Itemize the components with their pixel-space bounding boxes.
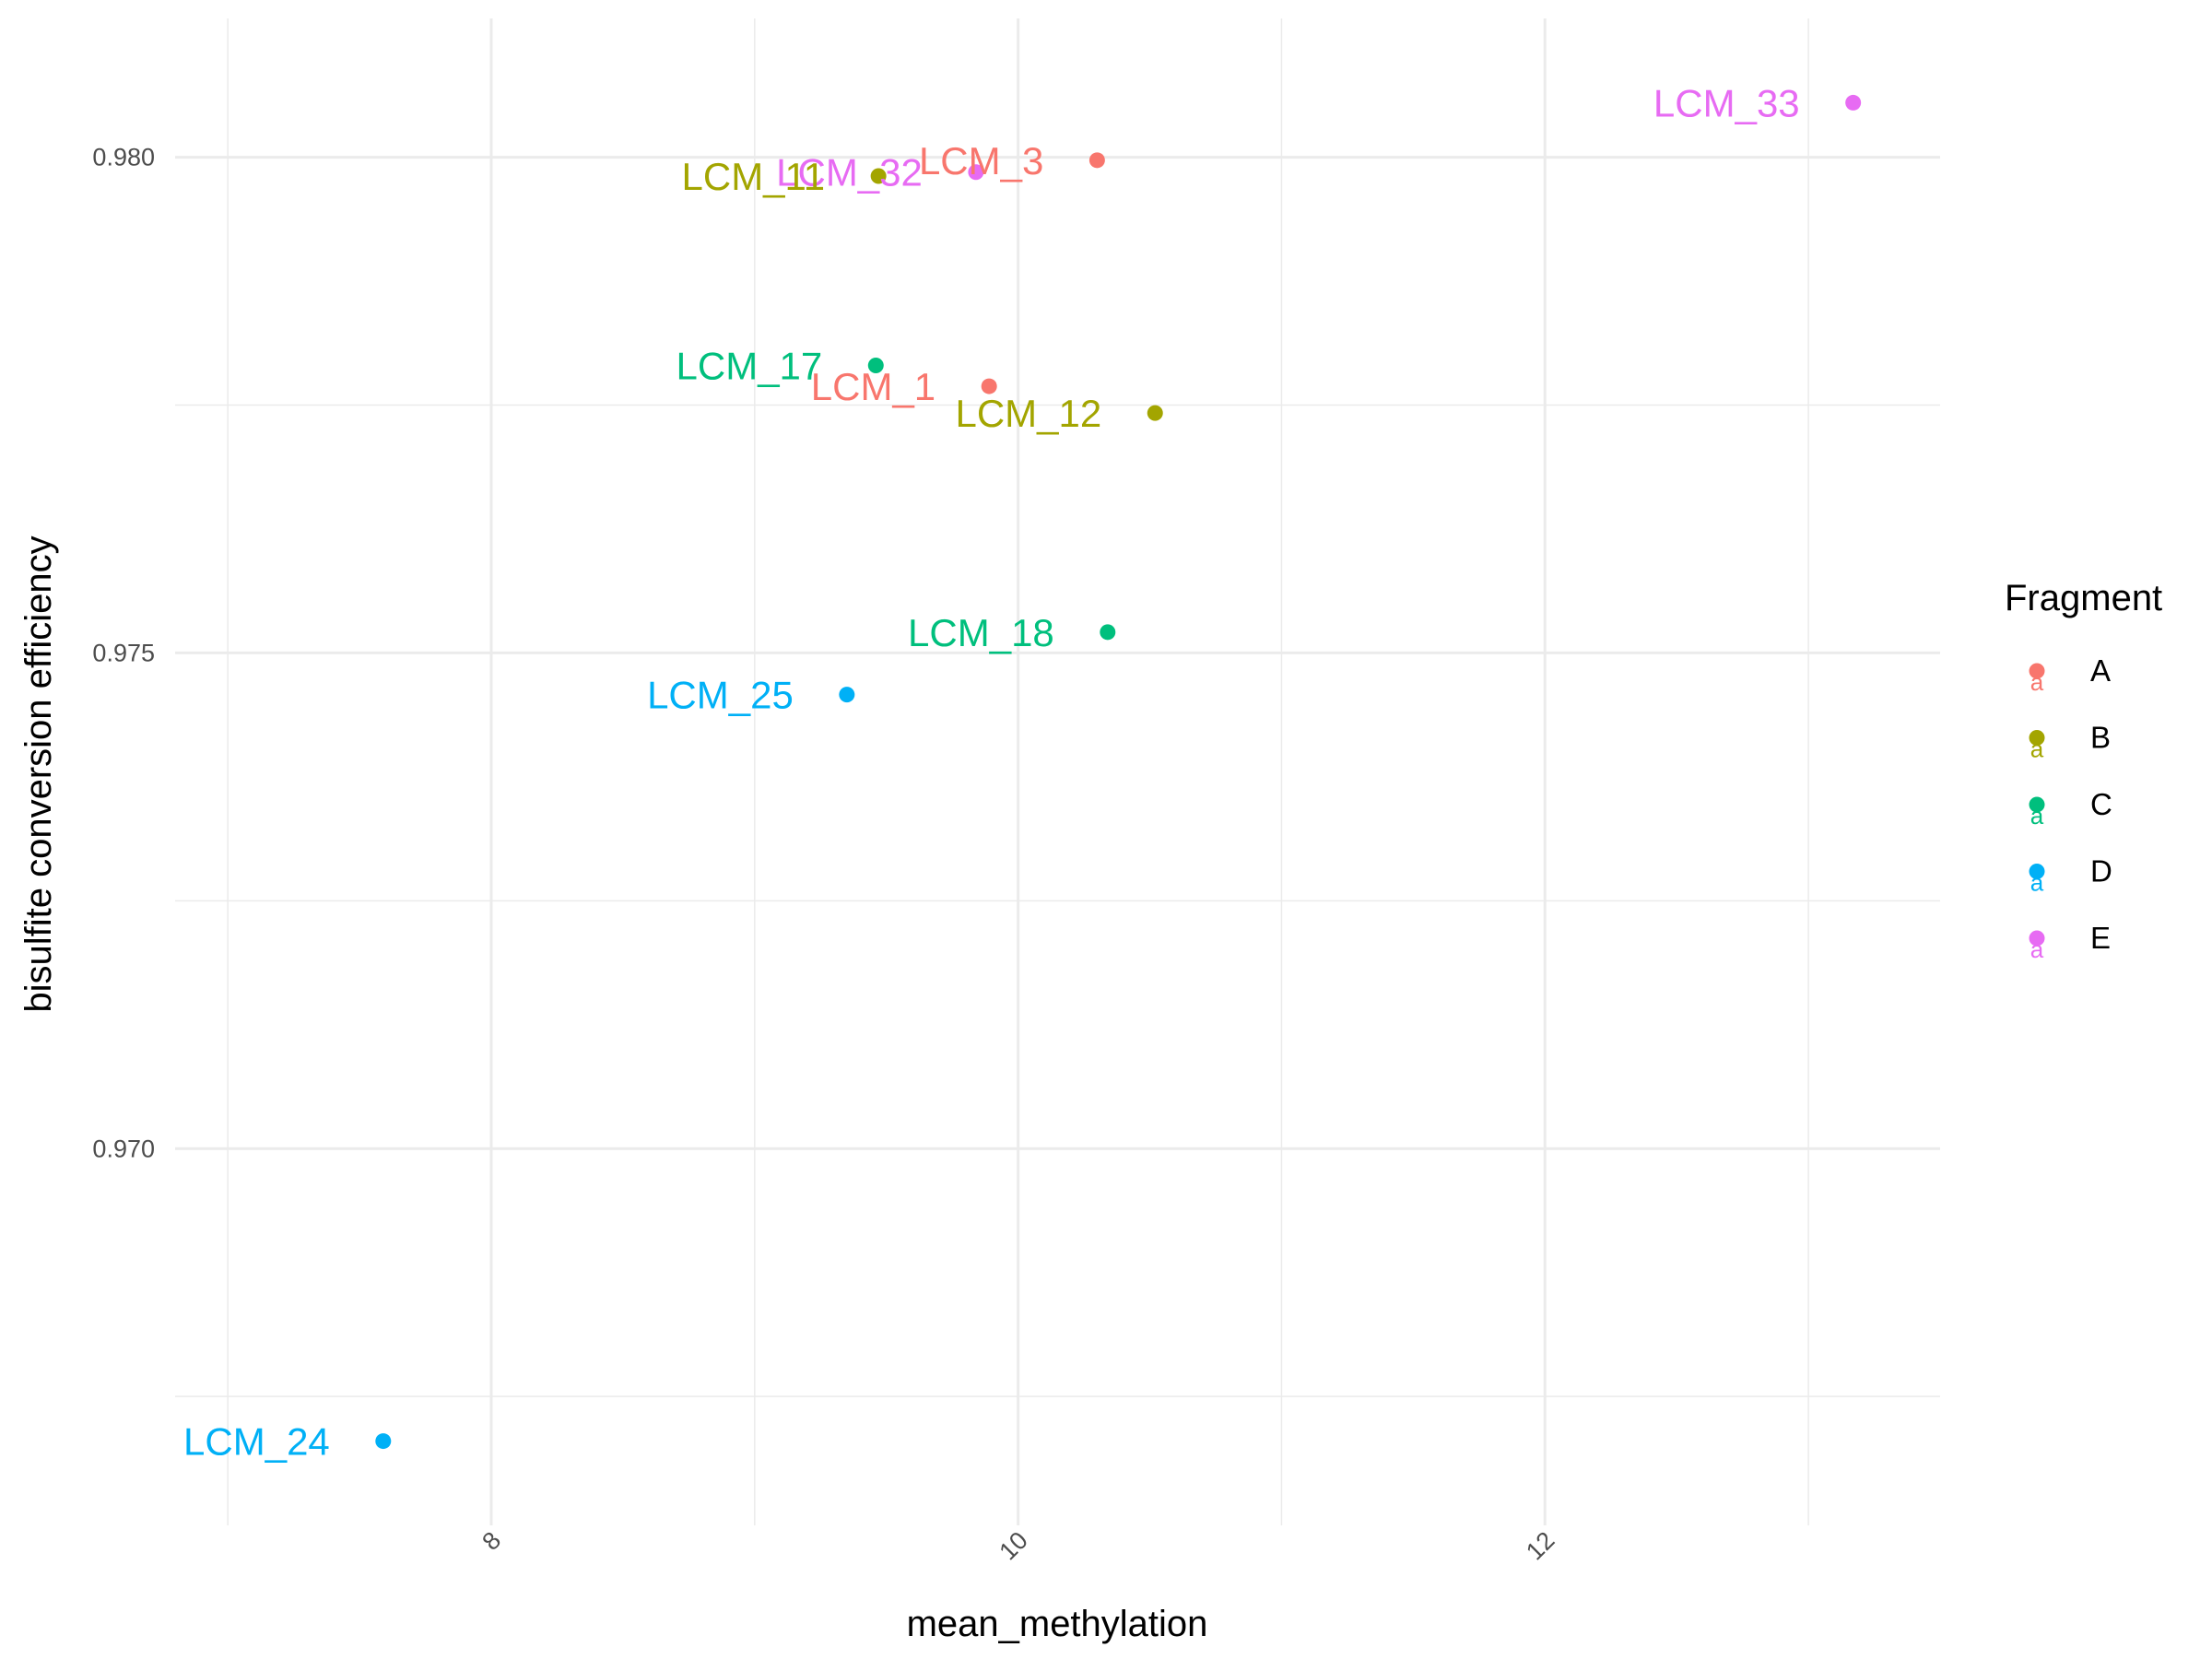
legend-key-text-glyph: a [2030, 668, 2044, 696]
y-axis-tick-labels: 0.970 0.975 0.980 [92, 144, 155, 1163]
point-label: LCM_25 [647, 674, 794, 717]
data-points [375, 94, 1862, 1450]
point-label: LCM_32 [776, 151, 923, 194]
data-point [870, 168, 887, 184]
legend-key-text-glyph: a [2030, 869, 2044, 897]
data-point [968, 164, 984, 181]
legend-key-text-glyph: a [2030, 935, 2044, 963]
y-axis-title: bisulfite conversion efficiency [18, 535, 59, 1012]
data-point [839, 687, 855, 703]
data-point [1147, 405, 1163, 421]
point-label: LCM_3 [919, 139, 1043, 182]
legend: Fragment a Aa Ba Ca Da E [2005, 578, 2162, 963]
legend-label: A [2090, 653, 2111, 688]
data-point [1845, 94, 1862, 111]
data-point [1088, 152, 1105, 169]
legend-label: D [2090, 854, 2112, 888]
y-tick-label: 0.975 [92, 639, 155, 666]
legend-key-text-glyph: a [2030, 735, 2044, 763]
point-label: LCM_1 [811, 365, 935, 408]
data-point [867, 357, 884, 373]
point-label: LCM_33 [1653, 81, 1800, 124]
data-point [375, 1433, 392, 1450]
legend-key-point [2029, 930, 2045, 947]
y-tick-label: 0.970 [92, 1135, 155, 1162]
x-axis-title: mean_methylation [907, 1604, 1208, 1644]
legend-key-point [2029, 796, 2045, 813]
legend-label: E [2090, 921, 2111, 955]
point-label: LCM_11 [682, 155, 826, 198]
point-label: LCM_18 [908, 611, 1054, 654]
point-label: LCM_24 [183, 1420, 330, 1464]
y-tick-label: 0.980 [92, 144, 155, 171]
legend-label: B [2090, 721, 2111, 755]
legend-key-text-glyph: a [2030, 802, 2044, 830]
point-label: LCM_12 [955, 392, 1101, 435]
major-gridlines [175, 18, 1940, 1525]
legend-title: Fragment [2005, 578, 2162, 618]
legend-key-point [2029, 730, 2045, 746]
legend-label: C [2090, 787, 2112, 821]
point-label: LCM_17 [677, 344, 823, 387]
legend-key-point [2029, 864, 2045, 879]
legend-key-point [2029, 663, 2045, 679]
data-point [981, 378, 997, 394]
data-point [1100, 624, 1116, 641]
minor-gridlines [175, 18, 1940, 1525]
